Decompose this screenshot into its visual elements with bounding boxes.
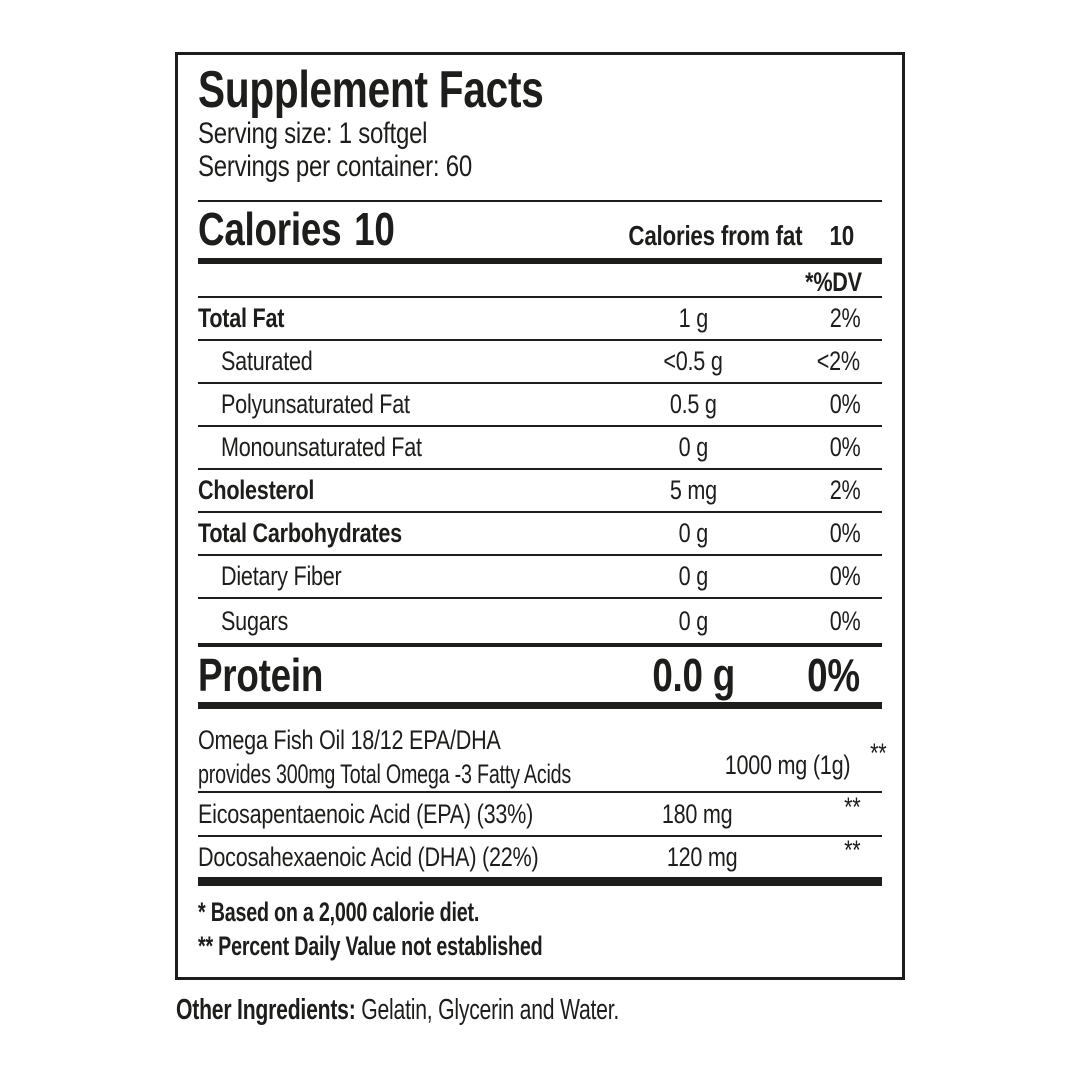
supplement-row: Eicosapentaenoic Acid (EPA) (33%) 180 mg…	[198, 791, 882, 837]
other-ingredients: Other Ingredients: Gelatin, Glycerin and…	[176, 994, 783, 1027]
nutrient-amount: 0.5 g	[670, 389, 717, 419]
nutrient-name: Dietary Fiber	[221, 561, 342, 591]
supplement-dv: **	[843, 834, 861, 865]
supplement-facts-title: Supplement Facts	[198, 63, 882, 117]
other-ingredients-text: Gelatin, Glycerin and Water.	[361, 994, 620, 1026]
servings-per-container-line: Servings per container: 60	[198, 150, 472, 183]
calories-from-fat: Calories from fat 10	[572, 220, 882, 252]
daily-value-header: *%DV	[198, 264, 882, 298]
nutrient-dv: <2%	[816, 346, 860, 376]
nutrient-amount: 0 g	[678, 432, 709, 462]
nutrient-name: Cholesterol	[198, 475, 315, 505]
nutrient-row: Total Fat 1 g 2%	[198, 298, 882, 341]
protein-dv: 0%	[807, 648, 860, 701]
supplement-rows: Omega Fish Oil 18/12 EPA/DHA provides 300…	[198, 709, 887, 877]
supplement-amount: 1000 mg (1g)	[724, 750, 851, 780]
nutrient-name: Monounsaturated Fat	[221, 432, 422, 462]
serving-size-line: Serving size: 1 softgel	[198, 117, 428, 150]
nutrient-dv: 0%	[829, 518, 860, 548]
other-ingredients-label: Other Ingredients:	[176, 994, 356, 1026]
nutrient-amount: 5 mg	[669, 475, 718, 505]
supplement-dv: **	[843, 791, 861, 822]
supplement-row: Docosahexaenoic Acid (DHA) (22%) 120 mg …	[198, 834, 882, 877]
title-text: Supplement Facts	[198, 61, 544, 119]
thick-divider	[198, 877, 882, 886]
nutrient-dv: 2%	[829, 303, 860, 333]
supplement-row: Omega Fish Oil 18/12 EPA/DHA provides 300…	[198, 709, 887, 793]
calories-row: Calories 10 Calories from fat 10	[198, 202, 882, 258]
nutrient-name: Polyunsaturated Fat	[221, 389, 410, 419]
nutrient-dv: 2%	[829, 475, 860, 505]
supplement-name-line: Docosahexaenoic Acid (DHA) (22%)	[198, 842, 539, 872]
nutrient-row: Polyunsaturated Fat 0.5 g 0%	[198, 384, 882, 427]
supplement-name: Eicosapentaenoic Acid (EPA) (33%)	[198, 797, 617, 831]
thick-divider	[198, 702, 882, 709]
nutrient-dv: 0%	[829, 561, 860, 591]
nutrient-row: Saturated <0.5 g <2%	[198, 341, 882, 384]
nutrient-name: Saturated	[221, 346, 313, 376]
calories-from-fat-label: Calories from fat	[628, 220, 803, 251]
nutrient-row: Total Carbohydrates 0 g 0%	[198, 513, 882, 556]
supplement-name: Docosahexaenoic Acid (DHA) (22%)	[198, 840, 624, 874]
footnotes: * Based on a 2,000 calorie diet. ** Perce…	[198, 886, 882, 963]
calories: Calories 10	[198, 202, 444, 256]
supplement-facts-panel: Supplement Facts Serving size: 1 softgel…	[175, 52, 905, 980]
calories-from-fat-value: 10	[829, 220, 855, 251]
nutrient-amount: <0.5 g	[663, 346, 724, 376]
protein-row: Protein 0.0 g 0%	[198, 647, 882, 702]
nutrient-name: Total Fat	[198, 303, 285, 333]
calories-label: Calories	[198, 203, 342, 255]
nutrient-row: Sugars 0 g 0%	[198, 599, 882, 643]
supplement-amount: 120 mg	[666, 841, 738, 872]
nutrient-amount: 0 g	[678, 561, 709, 591]
nutrient-name: Total Carbohydrates	[198, 518, 402, 548]
medium-divider	[198, 643, 882, 647]
nutrient-row: Cholesterol 5 mg 2%	[198, 470, 882, 513]
protein-label: Protein	[198, 648, 324, 701]
supplement-name: Omega Fish Oil 18/12 EPA/DHA provides 300…	[198, 723, 709, 791]
nutrient-dv: 0%	[829, 389, 860, 419]
nutrient-amount: 0 g	[678, 605, 709, 636]
nutrient-rows: Total Fat 1 g 2% Saturated <0.5 g <2% Po…	[198, 298, 882, 643]
supplement-name-line: Eicosapentaenoic Acid (EPA) (33%)	[198, 799, 534, 829]
nutrient-dv: 0%	[829, 432, 860, 462]
nutrient-dv: 0%	[829, 605, 860, 636]
footnote-line: * Based on a 2,000 calorie diet.	[198, 897, 480, 927]
divider	[198, 200, 882, 202]
supplement-amount: 180 mg	[662, 798, 733, 829]
nutrient-row: Monounsaturated Fat 0 g 0%	[198, 427, 882, 470]
footnote-line: ** Percent Daily Value not established	[198, 931, 543, 961]
thick-divider	[198, 258, 882, 264]
supplement-dv: **	[870, 738, 887, 768]
nutrient-amount: 0 g	[678, 518, 709, 548]
nutrient-amount: 1 g	[678, 303, 709, 333]
calories-value: 10	[354, 203, 395, 255]
nutrient-row: Dietary Fiber 0 g 0%	[198, 556, 882, 599]
supplement-name-line: provides 300mg Total Omega -3 Fatty Acid…	[198, 759, 572, 789]
nutrient-name: Sugars	[221, 605, 288, 636]
supplement-name-line: Omega Fish Oil 18/12 EPA/DHA	[198, 725, 501, 755]
protein-amount: 0.0 g	[652, 648, 735, 701]
